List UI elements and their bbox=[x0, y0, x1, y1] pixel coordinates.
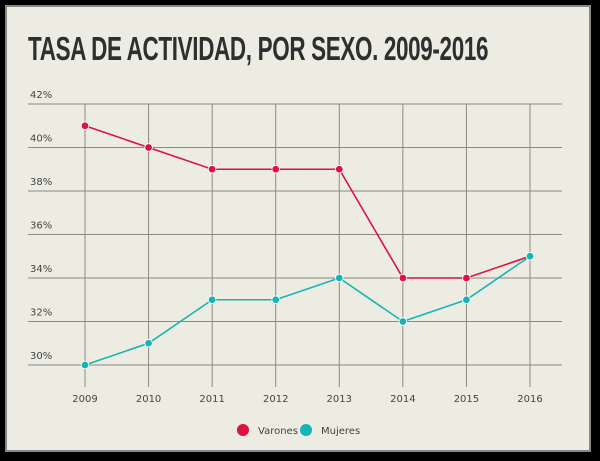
data-point bbox=[462, 273, 471, 283]
data-point bbox=[525, 252, 535, 261]
data-point bbox=[335, 273, 344, 283]
x-tick-label: 2009 bbox=[72, 394, 97, 405]
chart-title: TASA DE ACTIVIDAD, POR SEXO. 2009-2016 bbox=[28, 30, 489, 67]
data-point bbox=[462, 295, 471, 304]
y-tick-label: 34% bbox=[30, 264, 52, 275]
data-point bbox=[398, 317, 408, 326]
series-line-varones bbox=[84, 124, 531, 279]
y-tick-label: 36% bbox=[30, 221, 52, 232]
legend-label: Varones bbox=[258, 426, 298, 437]
data-point bbox=[144, 143, 153, 152]
legend-swatch-mujeres bbox=[300, 424, 312, 436]
legend-label: Mujeres bbox=[321, 426, 360, 437]
data-point bbox=[80, 121, 90, 130]
x-tick-label: 2010 bbox=[136, 394, 161, 405]
x-tick-label: 2013 bbox=[327, 394, 352, 405]
x-tick-label: 2015 bbox=[454, 394, 479, 405]
data-point bbox=[271, 295, 280, 304]
data-point bbox=[335, 165, 344, 174]
legend-swatch-varones bbox=[237, 424, 249, 436]
data-point bbox=[144, 339, 153, 348]
x-tick-label: 2016 bbox=[517, 394, 542, 405]
series-line-mujeres bbox=[84, 255, 531, 366]
chart-frame bbox=[5, 5, 591, 452]
data-point bbox=[398, 273, 408, 283]
x-tick-label: 2014 bbox=[390, 394, 415, 405]
data-point bbox=[207, 165, 217, 174]
y-tick-label: 30% bbox=[30, 351, 52, 362]
data-point bbox=[80, 360, 90, 370]
y-tick-label: 32% bbox=[30, 308, 52, 319]
y-tick-label: 42% bbox=[30, 90, 52, 101]
data-point bbox=[207, 295, 217, 304]
x-tick-label: 2012 bbox=[263, 394, 288, 405]
data-point bbox=[271, 165, 280, 174]
x-tick-label: 2011 bbox=[199, 394, 224, 405]
y-tick-label: 38% bbox=[30, 177, 52, 188]
y-tick-label: 40% bbox=[30, 134, 52, 145]
